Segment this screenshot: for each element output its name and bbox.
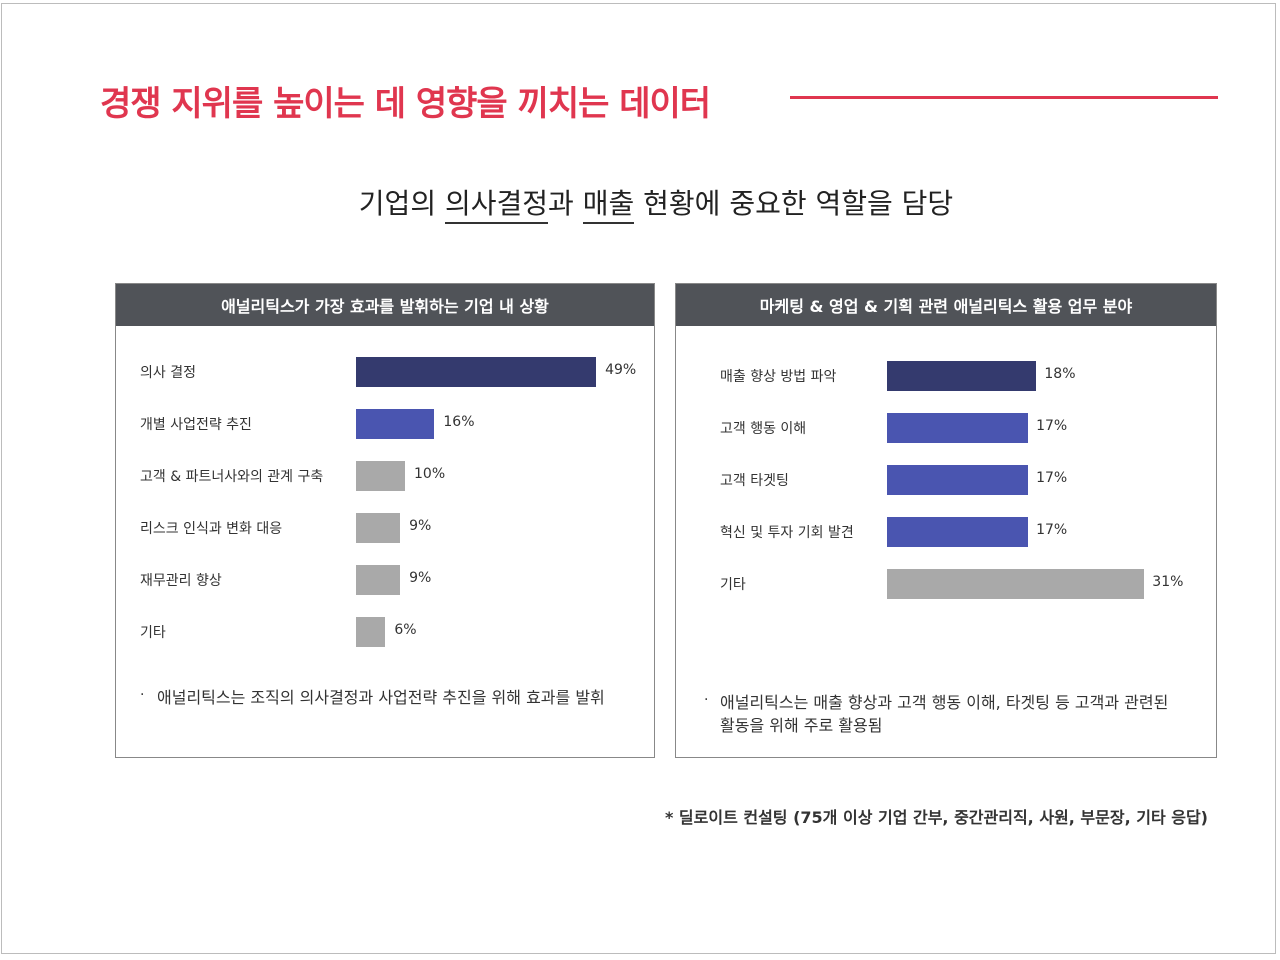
bar-label: 고객 행동 이해 <box>720 421 807 437</box>
bar <box>356 461 405 491</box>
bar-label: 기타 <box>720 577 746 593</box>
bar-value-label: 10% <box>414 466 446 482</box>
bar-value-label: 49% <box>605 362 637 378</box>
bar <box>887 465 1029 495</box>
bar <box>887 413 1029 443</box>
bar-value-label: 9% <box>409 518 432 534</box>
bar <box>356 357 597 387</box>
right-note-bullet: · <box>704 692 709 708</box>
left-chart-title: 애널리틱스가 가장 효과를 발휘하는 기업 내 상황 <box>116 284 654 326</box>
bar-label: 고객 & 파트너사와의 관계 구축 <box>140 469 324 485</box>
subtitle: 기업의 의사결정과 매출 현황에 중요한 역할을 담당 <box>0 182 1280 224</box>
left-chart-panel: 애널리틱스가 가장 효과를 발휘하는 기업 내 상황 · 애널리틱스는 조직의 … <box>115 283 655 758</box>
bar-value-label: 18% <box>1044 366 1076 382</box>
bar <box>887 361 1037 391</box>
left-note: 애널리틱스는 조직의 의사결정과 사업전략 추진을 위해 효과를 발휘 <box>157 688 605 707</box>
right-note-line-2: 활동을 위해 주로 활용됨 <box>720 716 883 735</box>
bar <box>887 569 1145 599</box>
right-note-line-1: 애널리틱스는 매출 향상과 고객 행동 이해, 타겟팅 등 고객과 관련된 <box>720 693 1169 712</box>
page-title: 경쟁 지위를 높이는 데 영향을 끼치는 데이터 <box>100 84 711 124</box>
bar-value-label: 17% <box>1036 418 1068 434</box>
source-note: * 딜로이트 컨설팅 (75개 이상 기업 간부, 중간관리직, 사원, 부문장… <box>664 808 1208 827</box>
bar-label: 재무관리 향상 <box>140 573 222 589</box>
bar-value-label: 9% <box>409 570 432 586</box>
subtitle-pre: 기업의 <box>358 187 445 220</box>
subtitle-post: 현황에 중요한 역할을 담당 <box>634 187 954 220</box>
bar-label: 의사 결정 <box>140 365 196 381</box>
subtitle-underlined-2: 매출 <box>582 187 635 224</box>
bar <box>356 565 401 595</box>
bar-label: 개별 사업전략 추진 <box>140 417 252 433</box>
bar-value-label: 17% <box>1036 470 1068 486</box>
bar-value-label: 31% <box>1152 574 1184 590</box>
bar-label: 매출 향상 방법 파악 <box>720 369 837 385</box>
slide-frame <box>1 3 1276 954</box>
bar-label: 기타 <box>140 625 166 641</box>
bar-value-label: 16% <box>443 414 475 430</box>
subtitle-underlined-1: 의사결정 <box>444 187 549 224</box>
right-chart-panel: 마케팅 & 영업 & 기획 관련 애널리틱스 활용 업무 분야 · 애널리틱스는… <box>675 283 1217 758</box>
bar-value-label: 6% <box>394 622 417 638</box>
bar-label: 리스크 인식과 변화 대응 <box>140 521 283 537</box>
right-chart-title: 마케팅 & 영업 & 기획 관련 애널리틱스 활용 업무 분야 <box>676 284 1216 326</box>
bar-label: 고객 타겟팅 <box>720 473 789 489</box>
title-rule <box>790 96 1218 99</box>
bar <box>356 409 435 439</box>
left-note-bullet: · <box>140 687 145 703</box>
bar-label: 혁신 및 투자 기회 발견 <box>720 525 854 541</box>
bar-value-label: 17% <box>1036 522 1068 538</box>
bar <box>356 617 386 647</box>
bar <box>356 513 401 543</box>
subtitle-mid: 과 <box>548 187 583 220</box>
bar <box>887 517 1029 547</box>
